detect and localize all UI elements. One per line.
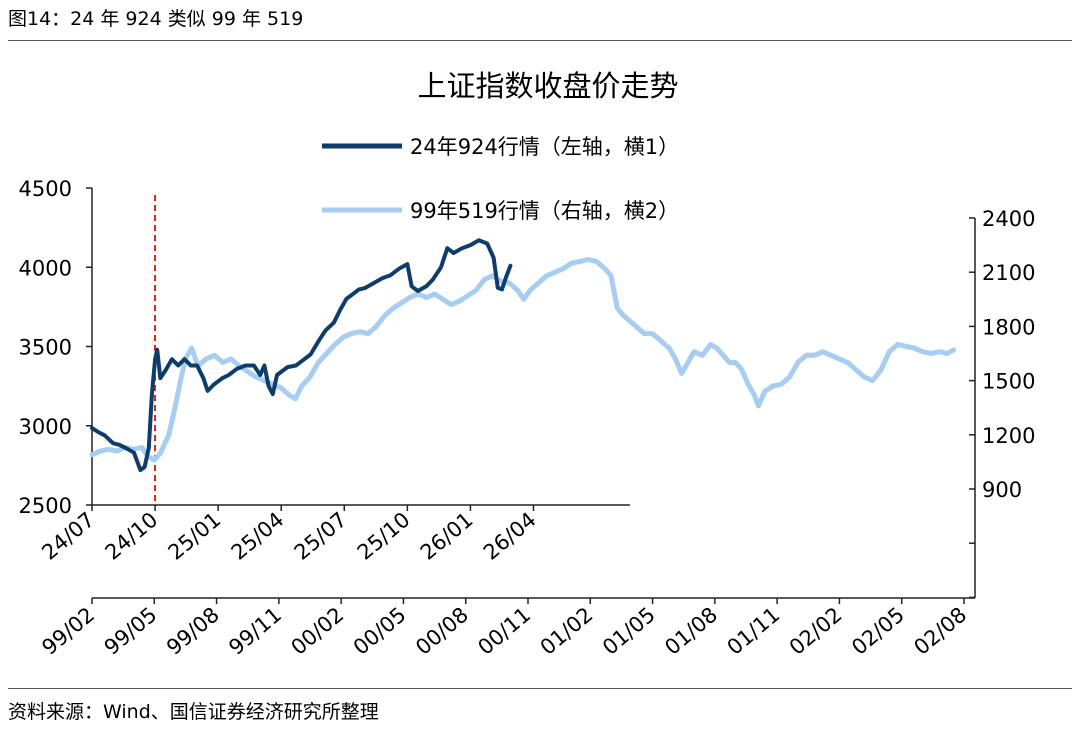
bottom-x-tick-label: 02/08 xyxy=(909,602,971,659)
bottom-x-tick-label: 99/11 xyxy=(224,602,286,659)
legend-label-series2: 99年519行情（右轴，横2） xyxy=(410,199,679,223)
right-axis-ticks: 2400 2100 1800 1500 1200 900 xyxy=(969,207,1035,599)
left-tick-label: 2500 xyxy=(19,494,72,518)
left-tick-label: 3000 xyxy=(19,415,72,439)
bottom-x-tick-label: 99/02 xyxy=(37,602,99,659)
top-x-tick-label: 25/10 xyxy=(353,507,415,564)
left-axis-ticks: 4500 4000 3500 3000 2500 xyxy=(19,177,92,518)
bottom-x-ticks: 99/02 99/05 99/08 99/11 00/02 00/05 00/08 00/11… xyxy=(37,598,971,660)
bottom-x-tick-label: 99/05 xyxy=(100,602,162,659)
chart-title: 上证指数收盘价走势 xyxy=(417,69,678,103)
bottom-x-tick-label: 00/05 xyxy=(349,602,411,659)
series-24-924-line xyxy=(90,238,513,473)
bottom-x-tick-label: 02/05 xyxy=(847,602,909,659)
bottom-x-tick-label: 02/02 xyxy=(785,602,847,659)
top-x-tick-label: 25/07 xyxy=(290,507,352,564)
top-x-tick-label: 26/01 xyxy=(416,507,478,564)
top-divider xyxy=(8,40,1072,41)
bottom-x-tick-label: 01/02 xyxy=(536,602,598,659)
legend: 24年924行情（左轴，横1） 99年519行情（右轴，横2） xyxy=(322,135,679,223)
source-note: 资料来源：Wind、国信证券经济研究所整理 xyxy=(8,701,379,723)
top-x-tick-label: 25/04 xyxy=(227,507,289,564)
bottom-x-tick-label: 01/05 xyxy=(598,602,660,659)
figure-caption: 图14：24 年 924 类似 99 年 519 xyxy=(8,8,304,30)
left-tick-label: 4000 xyxy=(19,256,72,280)
top-x-ticks: 24/07 24/10 25/01 25/04 25/07 25/10 26/01 26/04 xyxy=(37,505,541,565)
top-x-tick-label: 26/04 xyxy=(479,507,541,564)
bottom-x-tick-label: 99/08 xyxy=(162,602,224,659)
top-x-tick-label: 25/01 xyxy=(164,507,226,564)
bottom-x-tick-label: 00/02 xyxy=(287,602,349,659)
bottom-x-tick-label: 00/08 xyxy=(411,602,473,659)
left-tick-label: 3500 xyxy=(19,336,72,360)
series-99-519-line xyxy=(89,257,957,463)
right-tick-label: 900 xyxy=(982,478,1022,502)
left-tick-label: 4500 xyxy=(19,177,72,201)
bottom-divider xyxy=(8,688,1072,689)
bottom-x-tick-label: 01/11 xyxy=(723,602,785,659)
legend-label-series1: 24年924行情（左轴，横1） xyxy=(410,135,679,159)
top-x-tick-label: 24/10 xyxy=(100,507,162,564)
right-tick-label: 2400 xyxy=(982,207,1035,231)
right-tick-label: 2100 xyxy=(982,261,1035,285)
right-tick-label: 1200 xyxy=(982,424,1035,448)
right-tick-label: 1500 xyxy=(982,370,1035,394)
bottom-x-tick-label: 01/08 xyxy=(660,602,722,659)
right-tick-label: 1800 xyxy=(982,315,1035,339)
bottom-x-tick-label: 00/11 xyxy=(473,602,535,659)
